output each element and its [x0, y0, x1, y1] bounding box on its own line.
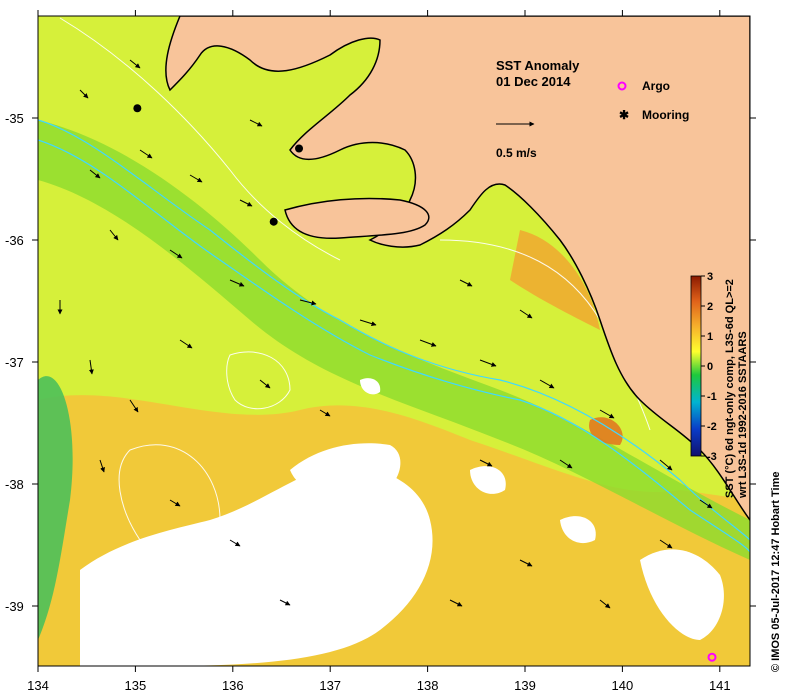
lon-tick-label: 139	[514, 678, 536, 693]
mooring-markers	[133, 104, 304, 226]
cool-patch-west	[38, 376, 73, 640]
latitude-axis: -35 -36 -37 -38 -39	[5, 111, 756, 614]
lat-tick-label: -35	[5, 111, 24, 126]
argo-marker	[707, 652, 717, 662]
plot-frame	[37, 15, 751, 667]
land-kangaroo-island	[284, 197, 430, 240]
scale-label: 0.5 m/s	[496, 146, 537, 160]
colorbar-tick-label: -1	[707, 391, 717, 403]
isobath-shelf-contours	[38, 119, 750, 553]
no-data-region	[80, 378, 724, 666]
lon-tick-label: 136	[222, 678, 244, 693]
cool-anomaly-band	[38, 120, 750, 560]
colorbar-tick-label: 3	[707, 271, 713, 283]
mooring-marker	[269, 217, 278, 226]
argo-legend-label: Argo	[642, 79, 670, 93]
mooring-legend-label: Mooring	[642, 108, 689, 122]
map-title: SST Anomaly	[496, 58, 580, 73]
mooring-marker	[295, 144, 304, 153]
map-date: 01 Dec 2014	[496, 74, 571, 89]
current-vectors	[57, 59, 713, 609]
lat-tick-label: -36	[5, 233, 24, 248]
mooring-marker	[133, 104, 142, 113]
credit-text: © IMOS 05-Jul-2017 12:47 Hobart Time	[770, 472, 782, 672]
colorbar-tick-label: -3	[707, 451, 717, 463]
warm-patch-gulf	[510, 230, 600, 330]
colorbar-tick-label: -2	[707, 421, 717, 433]
colorbar-tick-label: 0	[707, 361, 713, 373]
mooring-legend-marker: ✱	[619, 108, 629, 122]
colorbar-ticks: 3 2 1 0 -1 -2 -3	[701, 271, 717, 463]
colorbar	[690, 275, 702, 457]
argo-legend-marker	[617, 81, 627, 91]
lon-tick-label: 135	[125, 678, 147, 693]
colorbar-label-line1: SST (°C) 6d ngt-only comp, L3S-6d QL>=2	[724, 279, 736, 498]
colorbar-label-line2: wrt L3S-1d 1992-2016 SSTAARS	[737, 331, 749, 499]
isobath-deep-contours	[59, 17, 651, 558]
lon-tick-label: 140	[612, 678, 634, 693]
lat-tick-label: -39	[5, 599, 24, 614]
argo-markers	[707, 652, 717, 662]
lat-tick-label: -37	[5, 355, 24, 370]
lon-tick-label: 138	[417, 678, 439, 693]
lat-tick-label: -38	[5, 477, 24, 492]
lon-tick-label: 141	[709, 678, 731, 693]
colorbar-tick-label: 1	[707, 331, 713, 343]
lon-tick-label: 137	[319, 678, 341, 693]
lon-tick-label: 134	[27, 678, 49, 693]
land-mainland	[165, 16, 750, 522]
colorbar-tick-label: 2	[707, 301, 713, 313]
longitude-axis: 134 135 136 137 138 139 140 141	[27, 10, 731, 693]
